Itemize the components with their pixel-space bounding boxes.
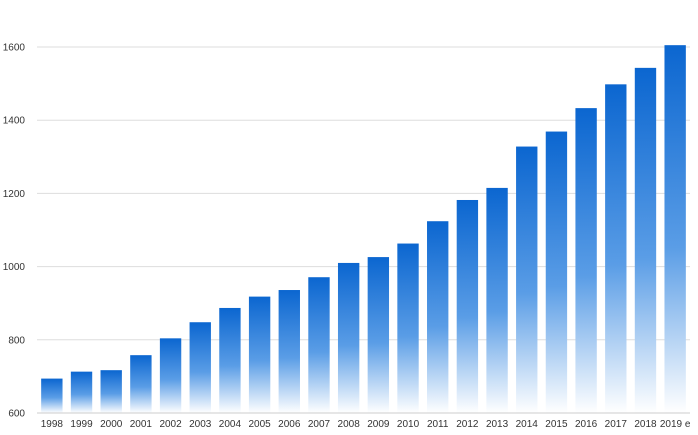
bar-2008[interactable] [337,262,360,413]
bar-2016[interactable] [575,108,597,413]
bars [41,45,686,414]
bar-2012[interactable] [456,199,479,413]
x-tick-label: 2018 [634,419,657,430]
x-tick-label: 2013 [486,419,509,430]
y-axis-tick-labels: 600 800 1000 1200 1400 1600 [3,43,26,420]
bar-2005[interactable] [248,296,271,413]
x-tick-label: 2015 [545,419,568,430]
x-tick-label: 1999 [70,419,93,430]
y-tick-label: 1200 [3,189,26,200]
x-tick-label: 2001 [130,419,153,430]
x-tick-label: 2011 [427,419,449,430]
bar-2002[interactable] [159,338,182,413]
x-tick-label: 2000 [100,419,123,430]
x-tick-label: 2016 [575,419,598,430]
x-tick-label: 2003 [189,419,212,430]
bar-2000[interactable] [100,370,122,413]
x-tick-label: 2002 [159,419,182,430]
x-tick-label: 2005 [248,419,271,430]
bar-1998[interactable] [41,378,63,413]
bar-2003[interactable] [189,322,211,413]
x-tick-label: 2006 [278,419,301,430]
y-tick-label: 800 [8,335,25,346]
x-tick-label: 2009 [367,419,390,430]
y-tick-label: 600 [8,409,25,420]
bar-2013[interactable] [486,187,508,413]
bar-2018[interactable] [634,67,657,413]
x-tick-label: 2004 [219,419,242,430]
x-tick-label: 2010 [397,419,420,430]
bar-1999[interactable] [70,371,93,413]
bar-2015[interactable] [545,131,568,413]
bar-2004[interactable] [219,307,241,413]
bar-2009[interactable] [367,257,390,413]
bar-2011[interactable] [427,221,449,413]
bar-2017[interactable] [605,84,627,413]
bar-2001[interactable] [130,355,152,413]
x-axis-tick-labels: 1998 1999 2000 2001 2002 2003 2004 2005 2006 2007… [41,419,691,430]
x-tick-label: 1998 [41,419,64,430]
x-tick-label: 2014 [516,419,539,430]
x-tick-label: 2019 e [660,419,691,430]
bar-2010[interactable] [397,243,419,413]
x-tick-label: 2017 [605,419,628,430]
x-tick-label: 2012 [456,419,479,430]
y-tick-label: 1600 [3,43,26,54]
y-tick-label: 1000 [3,262,26,273]
y-tick-label: 1400 [3,116,26,127]
x-tick-label: 2008 [338,419,361,430]
bar-2014[interactable] [516,146,538,413]
bar-2007[interactable] [308,277,330,413]
x-tick-label: 2007 [308,419,331,430]
bar-2006[interactable] [278,290,300,413]
bar-2019-e[interactable] [664,45,686,414]
